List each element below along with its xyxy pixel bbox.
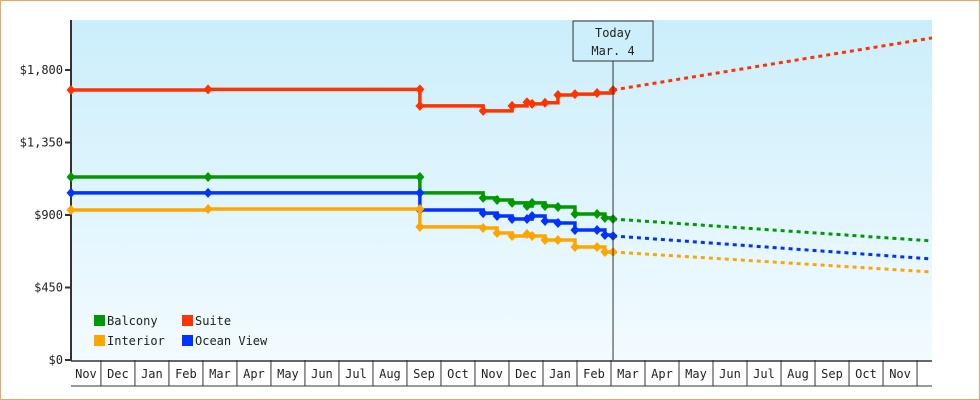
data-point [527,197,537,208]
month-label: Jun [311,367,333,381]
data-point [478,192,488,203]
projection-line-ocean-view [612,234,933,261]
data-point [415,204,425,215]
month-label: Feb [175,367,197,381]
today-box [572,20,654,62]
legend-label: Interior [107,334,165,348]
data-point [592,224,602,235]
legend-label: Ocean View [195,334,268,348]
legend-label: Suite [195,314,231,328]
month-label: Sep [413,367,435,381]
y-tick-label: $900 [34,208,63,222]
data-point [478,208,488,219]
data-point [415,100,425,111]
month-label: Jan [141,367,163,381]
month-label: Apr [651,367,673,381]
plot-area [71,20,932,360]
data-point [66,187,76,198]
month-label: May [685,367,707,381]
month-label: May [277,367,299,381]
data-point [66,205,76,216]
month-label: Nov [889,367,911,381]
data-point [415,84,425,95]
data-point [570,224,580,235]
month-label: Sep [821,367,843,381]
data-point [570,209,580,220]
legend-swatch-balcony [94,315,105,326]
data-point [540,200,550,211]
month-label: Oct [447,367,469,381]
data-point [592,209,602,220]
legend-swatch-interior [94,335,105,346]
y-tick-label: $1,350 [20,136,63,150]
data-point [507,214,517,225]
data-point [507,230,517,241]
today-date: Mar. 4 [591,44,634,58]
data-point [66,171,76,182]
projection-line-interior [612,250,933,274]
month-label: Jan [549,367,571,381]
month-label: Nov [75,367,97,381]
data-point [570,89,580,100]
data-point [600,212,610,223]
data-point [553,201,563,212]
data-point [592,88,602,99]
y-tick-label: $0 [49,353,63,367]
legend-swatch-suite [182,315,193,326]
data-point [203,171,213,182]
data-point [540,215,550,226]
month-label: Aug [379,367,401,381]
data-point [540,234,550,245]
data-point [527,98,537,109]
data-point [553,218,563,229]
month-label: Jul [753,367,775,381]
data-point [527,210,537,221]
data-point [507,100,517,111]
projection-line-suite [612,36,933,92]
month-label: Oct [855,367,877,381]
data-point [415,221,425,232]
y-tick-label: $1,800 [20,63,63,77]
month-label: Mar [209,367,231,381]
data-point [492,210,502,221]
data-point [492,228,502,239]
data-point [553,89,563,100]
month-label: Mar [617,367,639,381]
data-point [540,97,550,108]
month-label: Jun [719,367,741,381]
y-tick-label: $450 [34,281,63,295]
month-label: Dec [515,367,537,381]
data-point [600,247,610,258]
data-point [492,195,502,206]
data-point [203,187,213,198]
data-point [527,230,537,241]
data-point [478,105,488,116]
month-label: Feb [583,367,605,381]
data-point [66,84,76,95]
month-label: Aug [787,367,809,381]
month-label: Apr [243,367,265,381]
data-point [478,223,488,234]
data-point [592,242,602,253]
data-point [570,242,580,253]
legend-label: Balcony [107,314,158,328]
data-point [600,229,610,240]
month-label: Nov [481,367,503,381]
data-point [553,234,563,245]
legend-swatch-ocean-view [182,335,193,346]
today-label: Today [595,26,631,40]
data-point [415,187,425,198]
data-point [203,84,213,95]
month-label: Jul [345,367,367,381]
projection-line-balcony [612,217,933,243]
data-point [203,204,213,215]
data-point [507,197,517,208]
month-label: Dec [107,367,129,381]
data-point [415,171,425,182]
